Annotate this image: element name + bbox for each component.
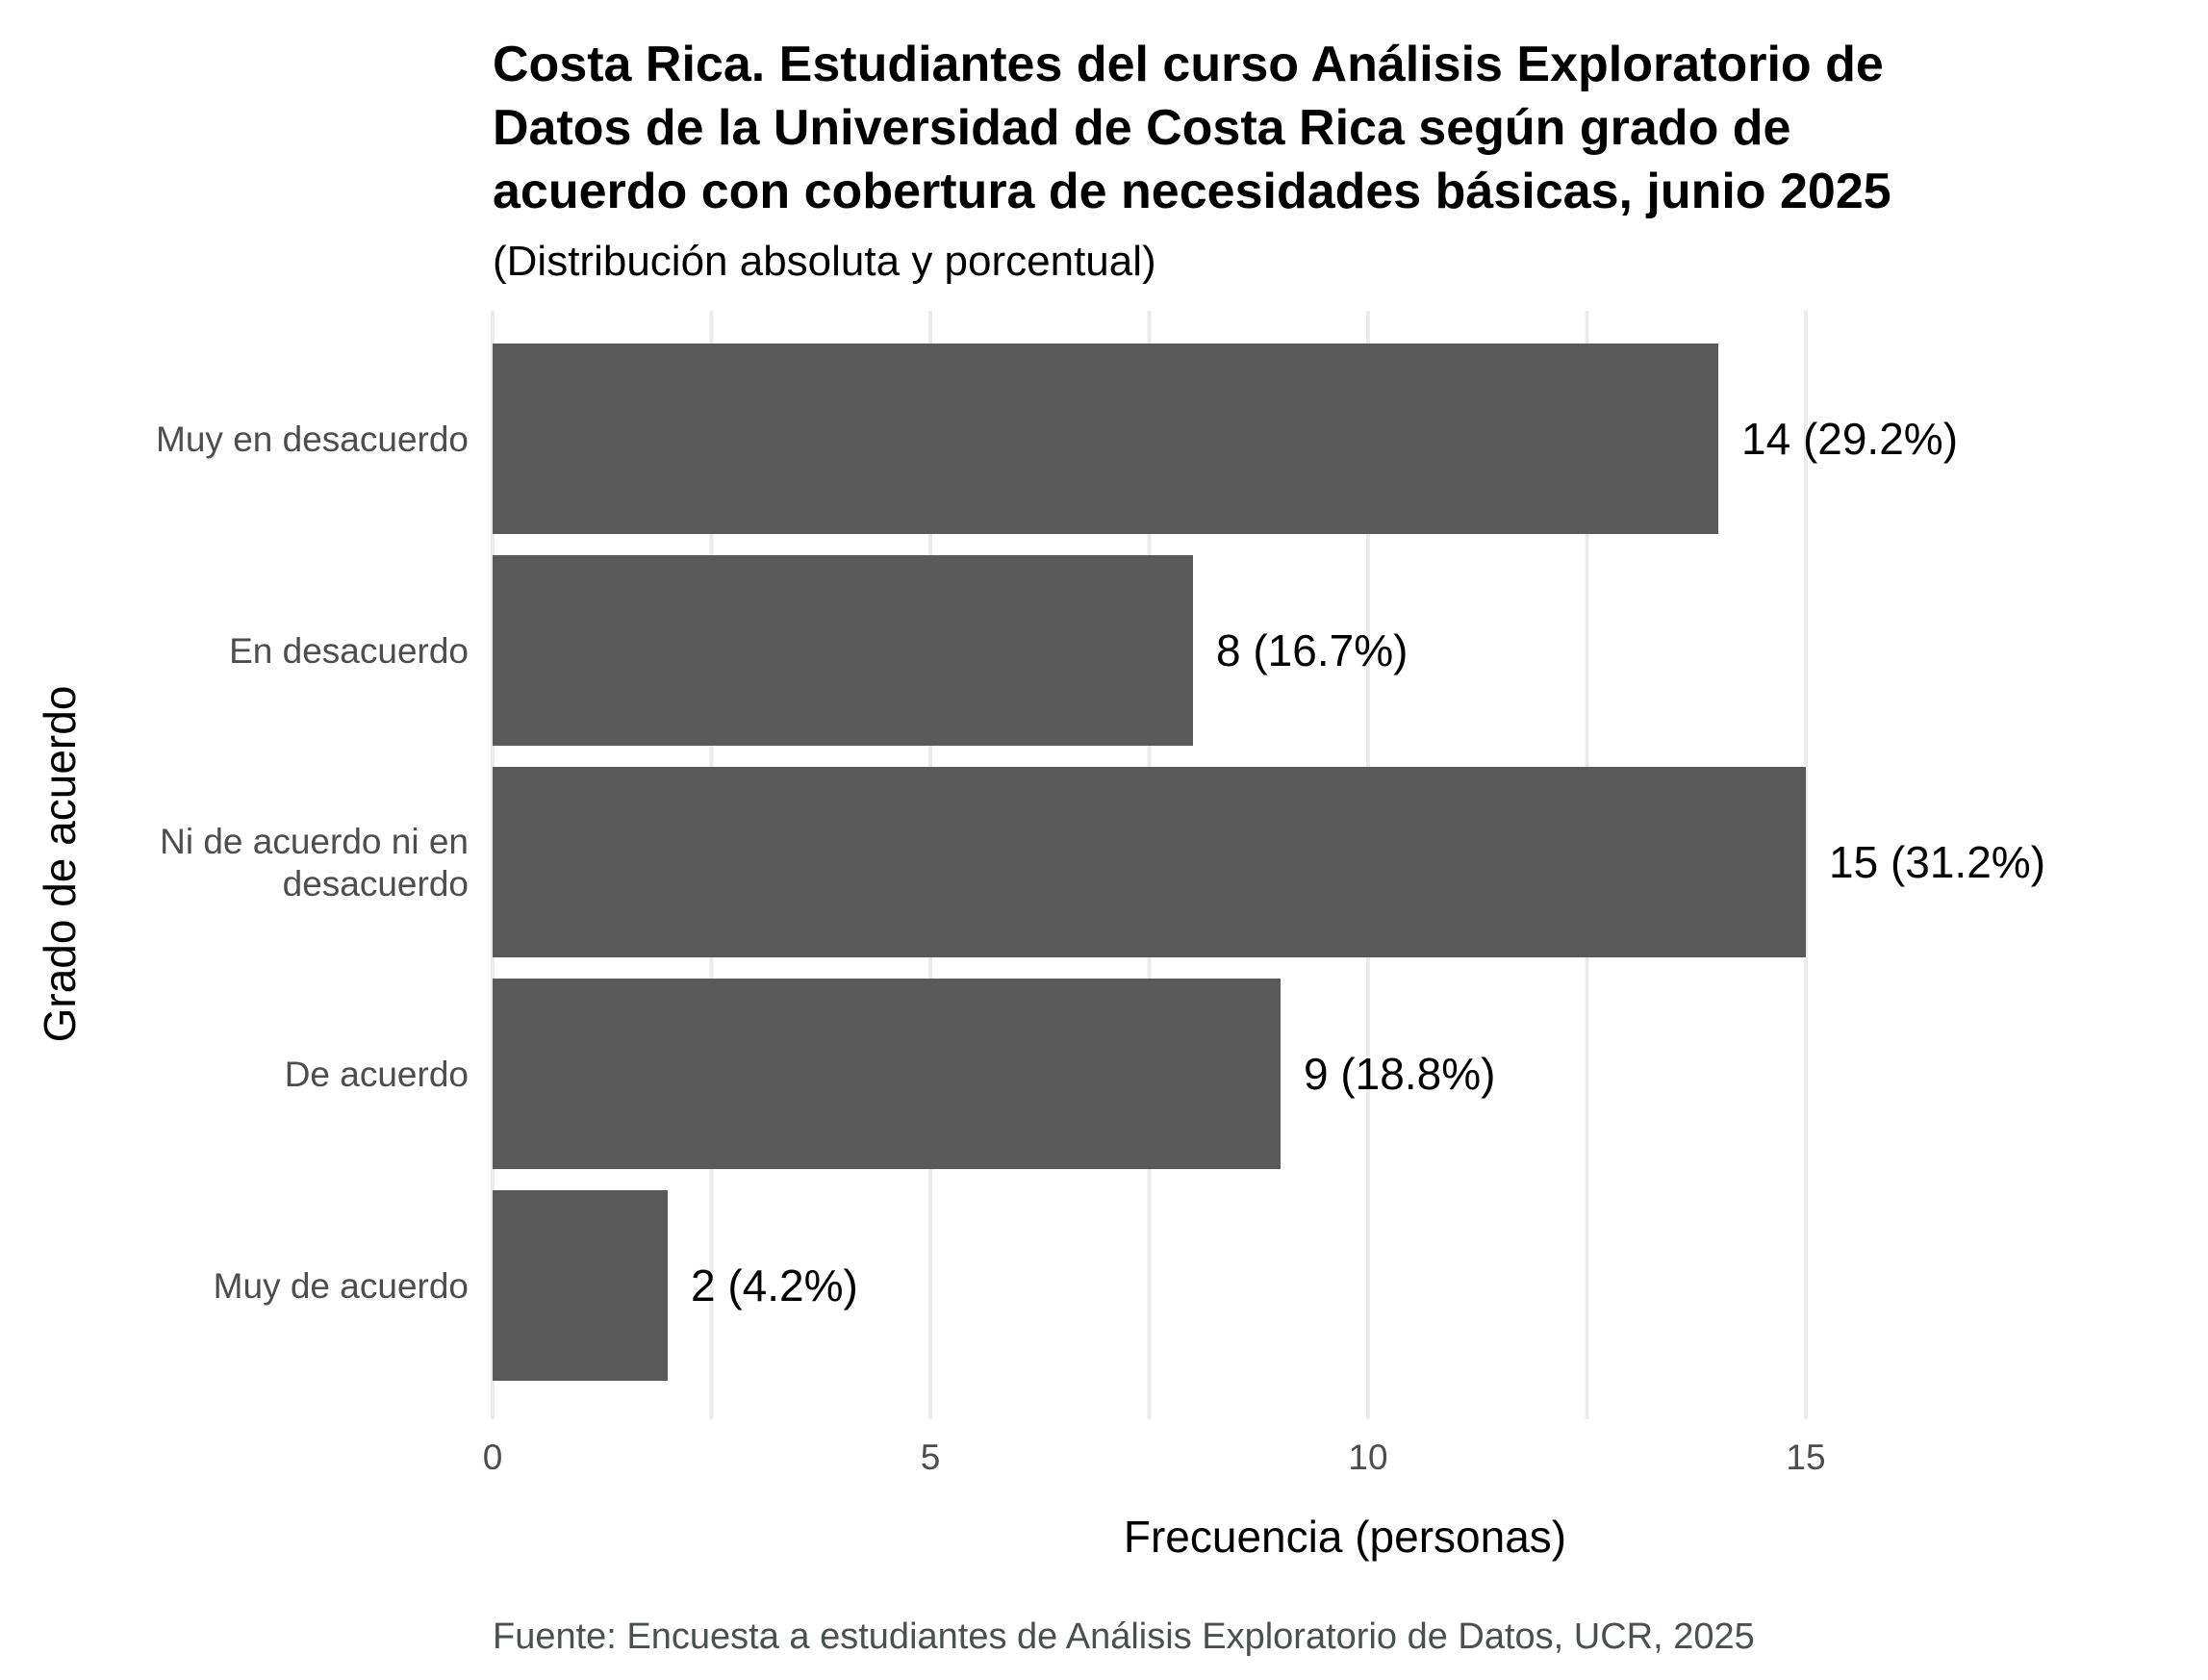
- chart-title: Costa Rica. Estudiantes del curso Anális…: [493, 37, 1891, 219]
- data-label: 8 (16.7%): [1216, 625, 1408, 675]
- data-label: 9 (18.8%): [1304, 1049, 1495, 1099]
- chart-title-line: Datos de la Universidad de Costa Rica se…: [493, 100, 1790, 156]
- y-axis-tick-labels: Muy en desacuerdo En desacuerdo Ni de acue…: [156, 420, 469, 1306]
- bar: [493, 1190, 668, 1381]
- data-label: 14 (29.2%): [1741, 414, 1958, 464]
- chart-title-line: acuerdo con cobertura de necesidades bás…: [493, 164, 1891, 219]
- x-tick-label: 15: [1786, 1438, 1825, 1477]
- bar: [493, 555, 1193, 746]
- chart-title-line: Costa Rica. Estudiantes del curso Anális…: [493, 37, 1884, 92]
- y-tick-label: Muy de acuerdo: [214, 1266, 469, 1306]
- bar: [493, 767, 1806, 957]
- data-label: 15 (31.2%): [1829, 837, 2045, 887]
- x-axis-tick-labels: 0 5 10 15: [483, 1438, 1826, 1477]
- chart-subtitle: (Distribución absoluta y porcentual): [493, 238, 1156, 285]
- bars: [493, 344, 1806, 1381]
- x-tick-label: 10: [1348, 1438, 1387, 1477]
- x-tick-label: 0: [483, 1438, 503, 1477]
- y-tick-label: Ni de acuerdo ni en: [160, 822, 469, 861]
- bar: [493, 344, 1718, 534]
- chart-caption: Fuente: Encuesta a estudiantes de Anális…: [493, 1616, 1755, 1657]
- data-labels: 14 (29.2%) 8 (16.7%) 15 (31.2%) 9 (18.8%) 2 …: [691, 414, 2045, 1311]
- y-tick-label: Muy en desacuerdo: [156, 420, 469, 459]
- bar: [493, 979, 1281, 1169]
- y-tick-label: desacuerdo: [283, 864, 469, 904]
- x-tick-label: 5: [921, 1438, 941, 1477]
- y-tick-label: En desacuerdo: [229, 631, 469, 671]
- y-tick-label: De acuerdo: [285, 1055, 469, 1094]
- y-axis-title: Grado de acuerdo: [35, 686, 85, 1043]
- x-axis-title: Frecuencia (personas): [1124, 1512, 1566, 1562]
- data-label: 2 (4.2%): [691, 1260, 858, 1311]
